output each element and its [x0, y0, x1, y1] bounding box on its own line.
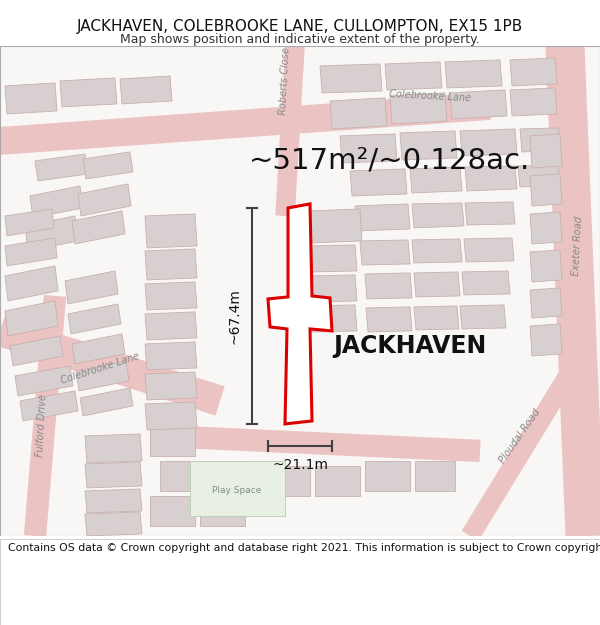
- Text: JACKHAVEN, COLEBROOKE LANE, CULLOMPTON, EX15 1PB: JACKHAVEN, COLEBROOKE LANE, CULLOMPTON, …: [77, 19, 523, 34]
- Polygon shape: [72, 211, 125, 244]
- Polygon shape: [414, 272, 460, 297]
- Polygon shape: [365, 461, 410, 491]
- Polygon shape: [10, 336, 63, 366]
- Polygon shape: [60, 78, 117, 107]
- Polygon shape: [205, 461, 250, 491]
- Polygon shape: [460, 305, 506, 329]
- Polygon shape: [120, 76, 172, 104]
- Polygon shape: [365, 273, 412, 299]
- Polygon shape: [150, 496, 195, 526]
- Polygon shape: [83, 152, 133, 179]
- Polygon shape: [145, 372, 197, 400]
- Polygon shape: [360, 240, 410, 265]
- Polygon shape: [85, 462, 142, 488]
- Polygon shape: [510, 58, 557, 86]
- Polygon shape: [85, 512, 142, 536]
- Polygon shape: [5, 83, 57, 114]
- Polygon shape: [530, 134, 562, 168]
- Polygon shape: [530, 212, 562, 244]
- Text: Colebrooke Lane: Colebrooke Lane: [389, 89, 471, 103]
- Polygon shape: [145, 282, 197, 310]
- Text: Map shows position and indicative extent of the property.: Map shows position and indicative extent…: [120, 33, 480, 46]
- Polygon shape: [465, 166, 517, 191]
- Text: Ploudal Road: Ploudal Road: [497, 407, 542, 465]
- Polygon shape: [78, 184, 131, 216]
- Polygon shape: [260, 466, 310, 496]
- Polygon shape: [390, 93, 447, 124]
- Polygon shape: [25, 216, 78, 251]
- Polygon shape: [410, 167, 462, 193]
- Polygon shape: [412, 203, 464, 228]
- Polygon shape: [65, 271, 118, 304]
- Text: JACKHAVEN: JACKHAVEN: [334, 334, 487, 358]
- Text: Exeter Road: Exeter Road: [571, 216, 584, 276]
- Polygon shape: [465, 202, 515, 225]
- Polygon shape: [5, 238, 57, 266]
- Polygon shape: [145, 402, 197, 430]
- Polygon shape: [464, 238, 514, 262]
- Polygon shape: [315, 466, 360, 496]
- Polygon shape: [385, 62, 442, 90]
- Polygon shape: [460, 129, 517, 156]
- Polygon shape: [530, 288, 562, 318]
- Polygon shape: [85, 434, 142, 463]
- Polygon shape: [35, 154, 88, 181]
- Text: Play Space: Play Space: [212, 486, 262, 496]
- Polygon shape: [340, 134, 397, 163]
- Polygon shape: [412, 239, 462, 263]
- Polygon shape: [330, 98, 387, 129]
- Polygon shape: [400, 131, 457, 160]
- Polygon shape: [366, 307, 412, 332]
- Polygon shape: [5, 266, 58, 301]
- Polygon shape: [414, 306, 459, 330]
- Polygon shape: [310, 275, 357, 302]
- Text: Roberts Close: Roberts Close: [278, 47, 292, 115]
- Polygon shape: [76, 361, 129, 391]
- Polygon shape: [190, 461, 285, 516]
- Text: Fulford Drive: Fulford Drive: [35, 394, 49, 458]
- Polygon shape: [268, 204, 332, 424]
- Text: ~67.4m: ~67.4m: [228, 288, 242, 344]
- Polygon shape: [145, 249, 197, 280]
- Polygon shape: [310, 245, 357, 272]
- Polygon shape: [530, 250, 562, 282]
- Polygon shape: [68, 304, 121, 334]
- Polygon shape: [520, 128, 560, 152]
- Polygon shape: [5, 209, 54, 236]
- Polygon shape: [80, 388, 133, 416]
- Polygon shape: [150, 426, 195, 456]
- Polygon shape: [145, 312, 197, 340]
- Polygon shape: [350, 169, 407, 196]
- Polygon shape: [160, 461, 200, 491]
- Polygon shape: [145, 214, 197, 248]
- Polygon shape: [445, 60, 502, 88]
- Polygon shape: [510, 88, 557, 116]
- Polygon shape: [145, 342, 197, 370]
- Polygon shape: [5, 301, 58, 336]
- Polygon shape: [200, 496, 245, 526]
- Polygon shape: [530, 324, 562, 356]
- Polygon shape: [20, 391, 78, 421]
- Polygon shape: [518, 165, 560, 187]
- Polygon shape: [415, 461, 455, 491]
- Polygon shape: [72, 334, 125, 364]
- Polygon shape: [462, 271, 510, 295]
- Polygon shape: [15, 366, 73, 396]
- Polygon shape: [30, 186, 83, 218]
- Polygon shape: [85, 489, 142, 513]
- Polygon shape: [310, 209, 362, 243]
- Text: ~21.1m: ~21.1m: [272, 458, 328, 472]
- Polygon shape: [310, 305, 357, 332]
- Text: Contains OS data © Crown copyright and database right 2021. This information is : Contains OS data © Crown copyright and d…: [8, 543, 600, 553]
- Text: ~517m²/~0.128ac.: ~517m²/~0.128ac.: [250, 147, 530, 175]
- Polygon shape: [355, 204, 410, 231]
- Polygon shape: [530, 174, 562, 206]
- Polygon shape: [450, 90, 507, 119]
- Text: Colebrooke Lane: Colebrooke Lane: [59, 351, 140, 386]
- Polygon shape: [320, 64, 382, 93]
